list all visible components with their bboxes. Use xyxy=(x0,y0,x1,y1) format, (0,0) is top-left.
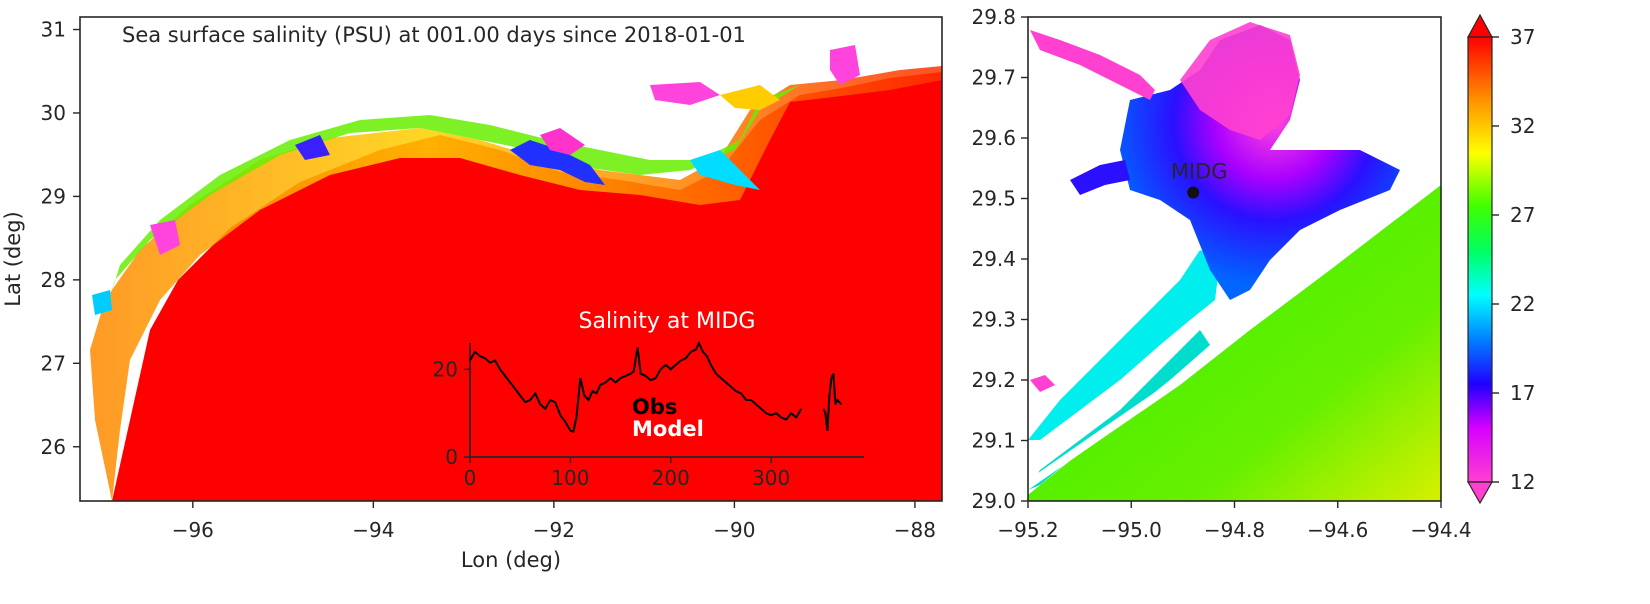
main-map-xlabel: Lon (deg) xyxy=(461,548,561,572)
main-map-y-axis: 26 27 28 29 30 31 xyxy=(41,18,80,459)
zoom-map-y-axis: 29.0 29.1 29.2 29.3 29.4 29.5 29.6 29.7 29.8 xyxy=(971,5,1028,513)
zoom-ytick-label: 29.3 xyxy=(971,308,1016,332)
main-ytick-label: 28 xyxy=(41,268,66,292)
zoom-xtick-label: −94.8 xyxy=(1204,518,1265,542)
zoom-map-x-axis: −95.2 −95.0 −94.8 −94.6 −94.4 xyxy=(997,501,1472,542)
main-xtick-label: −90 xyxy=(713,518,755,542)
inset-legend-model: Model xyxy=(632,417,704,441)
main-map-frame xyxy=(79,16,943,502)
inset-title: Salinity at MIDG xyxy=(579,309,756,334)
colorbar-tick-label: 32 xyxy=(1510,114,1535,138)
main-ytick-label: 27 xyxy=(41,351,66,375)
main-map-field xyxy=(80,17,942,501)
colorbar: 12 17 22 27 32 37 xyxy=(1466,13,1535,505)
inset-xtick-label: 300 xyxy=(752,466,790,490)
inset-legend-obs: Obs xyxy=(632,395,677,419)
zoom-ytick-label: 29.5 xyxy=(971,187,1016,211)
inset-obs-series-segment xyxy=(822,373,843,431)
colorbar-tick-label: 37 xyxy=(1510,25,1535,49)
main-xtick-label: −96 xyxy=(172,518,214,542)
inset-obs-series xyxy=(469,340,803,433)
main-xtick-label: −88 xyxy=(894,518,936,542)
inset-ytick-label: 20 xyxy=(433,357,458,381)
zoom-ytick-label: 29.2 xyxy=(971,368,1016,392)
station-label-midg: MIDG xyxy=(1171,159,1228,183)
main-ytick-label: 29 xyxy=(41,184,66,208)
zoom-ytick-label: 29.7 xyxy=(971,66,1016,90)
zoom-ytick-label: 29.6 xyxy=(971,126,1016,150)
zoom-xtick-label: −95.2 xyxy=(997,518,1058,542)
zoom-xtick-label: −95.0 xyxy=(1101,518,1162,542)
zoom-xtick-label: −94.4 xyxy=(1410,518,1471,542)
colorbar-ticks: 12 17 22 27 32 37 xyxy=(1492,25,1535,494)
main-xtick-label: −92 xyxy=(533,518,575,542)
zoom-ytick-label: 29.1 xyxy=(971,429,1016,453)
inset-x-axis: 0 100 200 300 xyxy=(464,457,790,490)
colorbar-frame xyxy=(1467,36,1493,483)
main-map-panel: Sea surface salinity (PSU) at 001.00 day… xyxy=(1,16,943,572)
main-ytick-label: 30 xyxy=(41,101,66,125)
colorbar-min-extension xyxy=(1466,481,1494,505)
colorbar-tick-label: 27 xyxy=(1510,203,1535,227)
inset-xtick-label: 0 xyxy=(464,466,477,490)
colorbar-tick-label: 12 xyxy=(1510,470,1535,494)
colorbar-tick-label: 17 xyxy=(1510,381,1535,405)
zoom-ytick-label: 29.0 xyxy=(971,489,1016,513)
colorbar-ramp xyxy=(1468,37,1492,482)
zoom-ytick-label: 29.4 xyxy=(971,247,1016,271)
main-ytick-label: 26 xyxy=(41,435,66,459)
zoom-ytick-label: 29.8 xyxy=(971,5,1016,29)
colorbar-tick-label: 22 xyxy=(1510,292,1535,316)
main-map-x-axis: −96 −94 −92 −90 −88 xyxy=(172,501,936,542)
zoom-map-panel: −95.2 −95.0 −94.8 −94.6 −94.4 29.029.129.229… xyxy=(971,5,1471,542)
station-marker-midg xyxy=(1187,186,1200,199)
zoom-map-field xyxy=(1028,17,1441,501)
main-map-ylabel: Lat (deg) xyxy=(1,211,25,306)
main-ytick-label: 31 xyxy=(41,18,66,42)
inset-xtick-label: 200 xyxy=(652,466,690,490)
inset-y-axis: 0 20 xyxy=(433,357,470,469)
main-map-title: Sea surface salinity (PSU) at 001.00 day… xyxy=(122,23,746,47)
inset-xtick-label: 100 xyxy=(551,466,589,490)
colorbar-max-extension xyxy=(1466,13,1494,38)
inset-ytick-label: 0 xyxy=(445,445,458,469)
inset-salinity-timeseries: Salinity at MIDG 0 100 200 300 0 20 Obs Mode… xyxy=(433,309,864,490)
main-xtick-label: −94 xyxy=(352,518,394,542)
zoom-xtick-label: −94.6 xyxy=(1307,518,1368,542)
